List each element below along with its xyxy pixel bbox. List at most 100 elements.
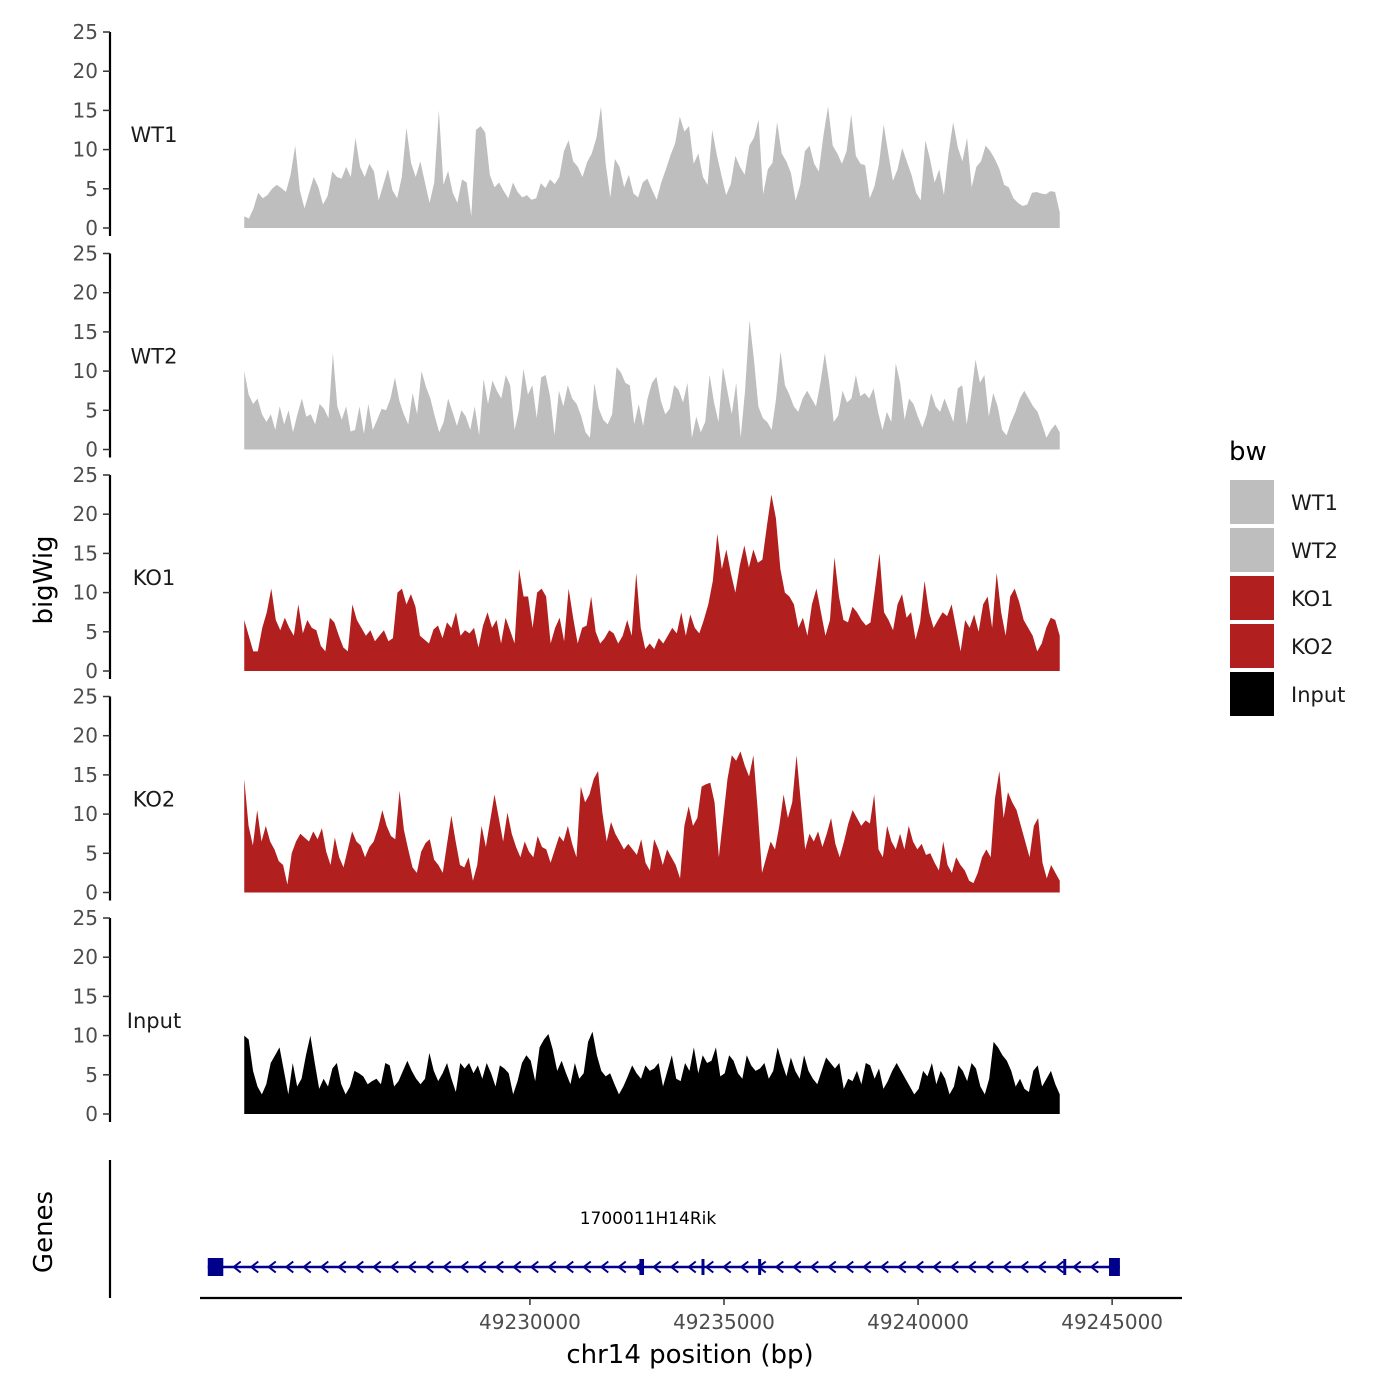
- strand-arrow: [774, 1260, 784, 1274]
- strand-arrow: [389, 1260, 399, 1274]
- strand-arrow: [547, 1260, 557, 1274]
- coverage-area-wt2: [244, 320, 1060, 450]
- y-tick-label: 20: [73, 281, 98, 305]
- strand-arrow: [1037, 1260, 1047, 1274]
- x-axis-title: chr14 position (bp): [566, 1340, 813, 1370]
- strand-arrow: [512, 1260, 522, 1274]
- coverage-area-wt1: [244, 106, 1060, 228]
- strand-arrow: [809, 1260, 819, 1274]
- legend-label: WT1: [1291, 491, 1338, 515]
- legend-item-ko2: KO2: [1230, 624, 1334, 668]
- strand-arrow: [1019, 1260, 1029, 1274]
- gene-exon: [1109, 1258, 1120, 1276]
- legend-item-ko1: KO1: [1230, 576, 1334, 620]
- y-tick-label: 10: [73, 581, 98, 605]
- y-axis-title: bigWig: [29, 535, 59, 624]
- strand-arrow: [984, 1260, 994, 1274]
- legend: bw WT1 WT2 KO1 KO2 Input: [1229, 437, 1345, 716]
- legend-label: KO2: [1291, 635, 1334, 659]
- strand-arrow: [372, 1260, 382, 1274]
- coverage-area-ko2: [244, 751, 1060, 893]
- strand-arrow: [354, 1260, 364, 1274]
- legend-swatch: [1230, 576, 1274, 620]
- x-tick-label: 49245000: [1061, 1310, 1163, 1334]
- legend-swatch: [1230, 624, 1274, 668]
- legend-swatch: [1230, 672, 1274, 716]
- y-tick-label: 20: [73, 502, 98, 526]
- strand-arrow: [652, 1260, 662, 1274]
- strand-arrow: [949, 1260, 959, 1274]
- x-tick-label: 49235000: [673, 1310, 775, 1334]
- track-wt1: 0 5 10 15 20 25 WT1: [73, 20, 1060, 240]
- legend-label: KO1: [1291, 587, 1334, 611]
- strand-arrow: [424, 1260, 434, 1274]
- coverage-area-ko1: [244, 494, 1060, 671]
- y-tick-label: 5: [85, 398, 98, 422]
- strand-arrow: [687, 1260, 697, 1274]
- y-tick-label: 0: [85, 659, 98, 683]
- legend-swatch: [1230, 480, 1274, 524]
- gene-exon: [701, 1259, 705, 1275]
- strand-arrow: [284, 1260, 294, 1274]
- y-tick-label: 5: [85, 177, 98, 201]
- legend-item-input: Input: [1230, 672, 1345, 716]
- strand-arrow: [407, 1260, 417, 1274]
- strand-arrow: [897, 1260, 907, 1274]
- strand-arrow: [319, 1260, 329, 1274]
- y-tick-label: 20: [73, 724, 98, 748]
- track-label: WT2: [131, 345, 178, 369]
- strand-arrow: [844, 1260, 854, 1274]
- x-tick-label: 49230000: [479, 1310, 581, 1334]
- legend-title: bw: [1229, 437, 1267, 467]
- strand-arrow: [337, 1260, 347, 1274]
- y-tick-label: 5: [85, 1063, 98, 1087]
- gene-name-label: 1700011H14Rik: [580, 1209, 717, 1229]
- strand-arrow: [792, 1260, 802, 1274]
- strand-arrow: [932, 1260, 942, 1274]
- strand-arrow: [267, 1260, 277, 1274]
- strand-arrow: [722, 1260, 732, 1274]
- track-ko2: 0 5 10 15 20 25 KO2: [73, 685, 1060, 905]
- strand-arrow: [669, 1260, 679, 1274]
- y-tick-label: 20: [73, 59, 98, 83]
- track-input: 0 5 10 15 20 25 Input: [73, 906, 1060, 1126]
- gene-exon: [639, 1259, 645, 1275]
- strand-arrow: [302, 1260, 312, 1274]
- legend-label: WT2: [1291, 539, 1338, 563]
- x-tick-label: 49240000: [867, 1310, 969, 1334]
- coverage-area-input: [244, 1031, 1060, 1114]
- strand-arrow: [459, 1260, 469, 1274]
- y-tick-label: 0: [85, 438, 98, 462]
- y-tick-label: 10: [73, 802, 98, 826]
- y-tick-label: 0: [85, 881, 98, 905]
- bigwig-tracks: 0510152025WT10510152025WT20510152025KO10…: [73, 20, 1060, 1126]
- y-tick-label: 15: [73, 541, 98, 565]
- y-tick-label: 25: [73, 463, 98, 487]
- strand-arrow: [582, 1260, 592, 1274]
- legend-item-wt1: WT1: [1230, 480, 1338, 524]
- track-wt2: 0 5 10 15 20 25 WT2: [73, 242, 1060, 462]
- track-label: KO1: [133, 566, 176, 590]
- y-tick-label: 15: [73, 763, 98, 787]
- y-tick-label: 5: [85, 620, 98, 644]
- gene-exon: [207, 1258, 224, 1276]
- strand-arrow: [442, 1260, 452, 1274]
- strand-arrow: [879, 1260, 889, 1274]
- strand-arrow: [1054, 1260, 1064, 1274]
- strand-arrow: [617, 1260, 627, 1274]
- strand-arrow: [529, 1260, 539, 1274]
- strand-arrow: [967, 1260, 977, 1274]
- y-tick-label: 10: [73, 138, 98, 162]
- y-tick-label: 5: [85, 841, 98, 865]
- y-tick-label: 10: [73, 359, 98, 383]
- strand-arrow: [739, 1260, 749, 1274]
- y-tick-label: 25: [73, 906, 98, 930]
- genes-axis-title: Genes: [29, 1191, 59, 1273]
- y-tick-label: 0: [85, 1102, 98, 1126]
- gene-exon: [1063, 1259, 1067, 1275]
- x-axis: 49230000 49235000 49240000 49245000: [200, 1296, 1182, 1334]
- legend-item-wt2: WT2: [1230, 528, 1338, 572]
- strand-arrow: [494, 1260, 504, 1274]
- track-label: Input: [127, 1009, 181, 1033]
